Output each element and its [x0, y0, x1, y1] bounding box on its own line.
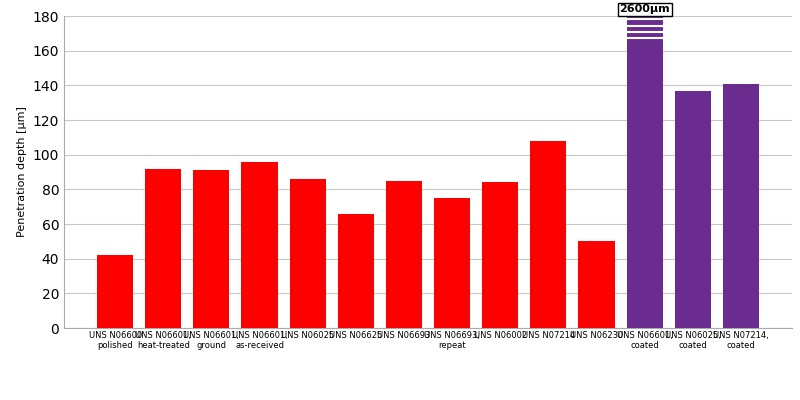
Bar — [434, 198, 470, 328]
Y-axis label: Penetration depth [μm]: Penetration depth [μm] — [17, 106, 27, 238]
Bar — [146, 168, 182, 328]
Bar — [242, 162, 278, 328]
Text: 2600μm: 2600μm — [619, 4, 670, 14]
Bar — [674, 90, 710, 328]
Bar — [386, 181, 422, 328]
Bar — [194, 170, 230, 328]
Bar — [290, 179, 326, 328]
Bar — [530, 141, 566, 328]
Bar — [338, 214, 374, 328]
Bar — [626, 16, 662, 328]
Bar — [97, 255, 133, 328]
Bar — [578, 241, 614, 328]
Bar — [482, 182, 518, 328]
Bar — [723, 84, 759, 328]
